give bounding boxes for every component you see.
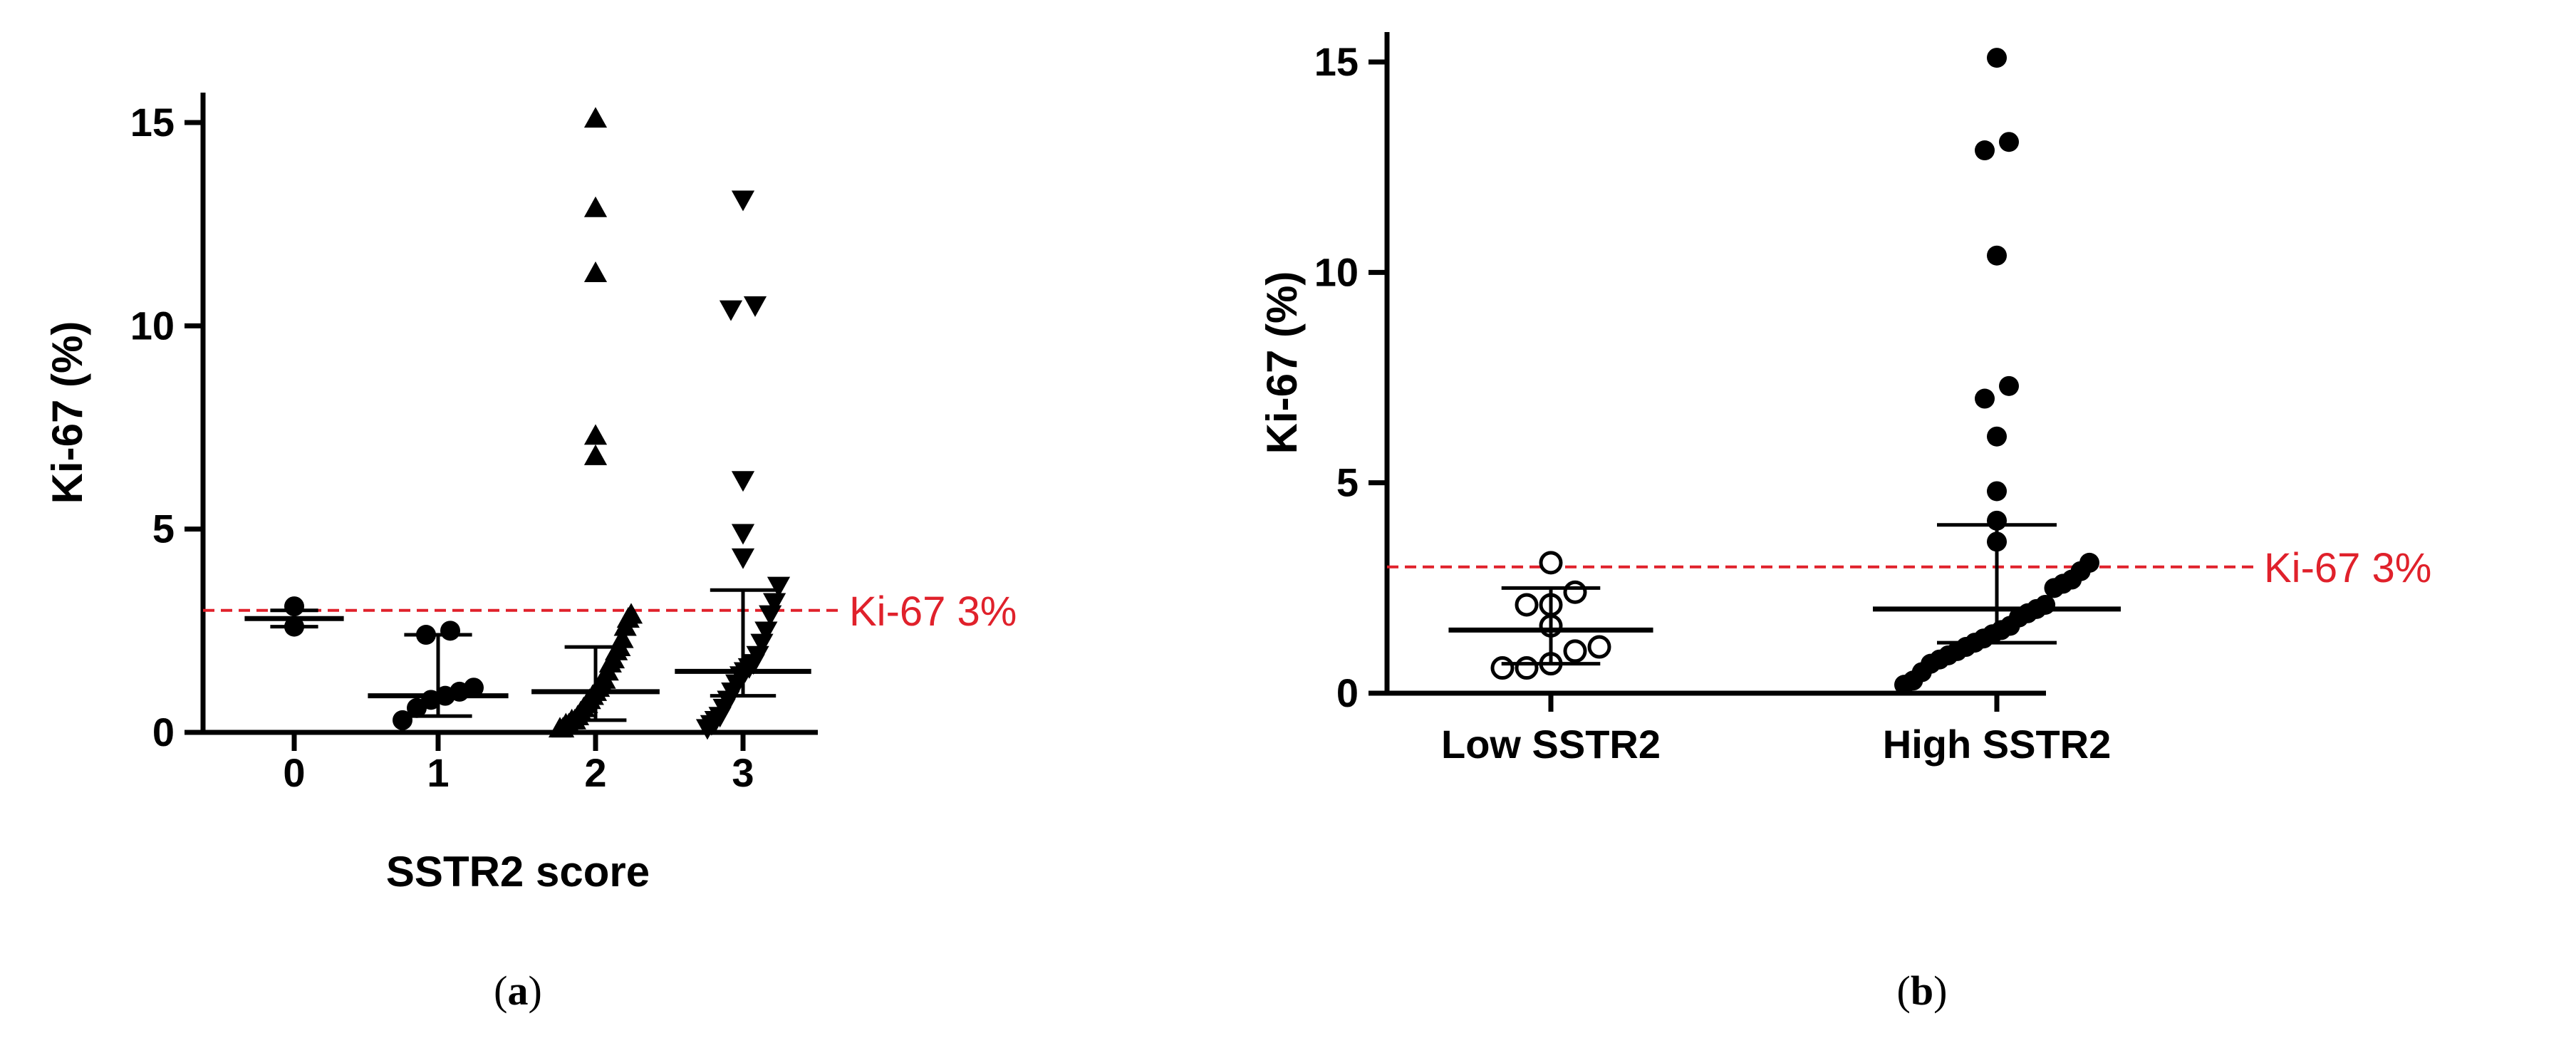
data-point — [1987, 48, 2007, 68]
data-point — [1563, 639, 1587, 663]
x-tick-label: 0 — [283, 750, 305, 795]
data-point — [583, 196, 608, 217]
x-tick-label: 3 — [732, 750, 754, 795]
y-tick-label: 10 — [1314, 249, 1359, 294]
y-tick-label: 5 — [1336, 460, 1359, 505]
y-tick-label: 10 — [130, 303, 175, 348]
y-tick-label: 15 — [1314, 39, 1359, 84]
panel-letter: b — [1911, 967, 1933, 1014]
data-point — [1563, 580, 1587, 604]
data-point — [1515, 656, 1539, 680]
data-point — [767, 576, 791, 598]
x-tick-label: Low SSTR2 — [1441, 722, 1661, 767]
data-point — [743, 296, 767, 317]
x-tick-label: 2 — [584, 750, 606, 795]
data-point — [1975, 388, 1995, 409]
data-point — [2044, 578, 2065, 598]
reference-line-label: Ki-67 3% — [849, 588, 1017, 635]
data-point — [583, 424, 608, 445]
data-point — [1987, 481, 2007, 502]
data-point — [1975, 140, 1995, 161]
data-point — [731, 524, 755, 545]
panel-b: 0 5 10 15 Ki-67 (%) Low SSTR2 High SSTR2 Ki-67 … — [1258, 32, 2431, 1014]
data-point — [393, 710, 412, 730]
data-point — [1539, 551, 1563, 575]
data-point — [754, 621, 778, 643]
y-tick-label: 15 — [130, 100, 175, 145]
data-point — [1894, 675, 1914, 695]
y-tick-label: 0 — [152, 710, 175, 754]
data-point — [1587, 635, 1611, 659]
data-point — [1515, 593, 1539, 617]
data-point — [551, 717, 575, 738]
data-point — [719, 300, 743, 321]
y-tick-label: 5 — [152, 507, 175, 551]
data-point — [759, 605, 782, 626]
series-group — [368, 621, 509, 730]
panel-caption: (a) — [494, 967, 542, 1014]
panel-letter: a — [508, 967, 529, 1014]
data-point — [731, 190, 755, 212]
data-point — [731, 471, 755, 492]
y-tick-label: 0 — [1336, 670, 1359, 715]
x-tick-label: High SSTR2 — [1883, 722, 2111, 767]
series-group — [1448, 551, 1653, 680]
data-point — [1999, 375, 2019, 396]
y-axis-label: Ki-67 (%) — [43, 321, 91, 504]
series-group — [1873, 48, 2121, 695]
data-point — [583, 107, 608, 128]
data-point — [750, 633, 774, 655]
x-axis-label: SSTR2 score — [386, 848, 650, 896]
series-group — [531, 107, 660, 738]
x-tick-label: 1 — [427, 750, 449, 795]
panel-caption: (b) — [1897, 967, 1948, 1014]
data-point — [763, 593, 786, 614]
data-point — [1987, 245, 2007, 266]
data-point — [583, 444, 608, 465]
data-point — [1490, 656, 1515, 680]
series-group — [244, 596, 344, 637]
data-point — [731, 548, 755, 569]
data-point — [440, 621, 460, 641]
data-point — [407, 697, 427, 718]
series-group — [675, 190, 811, 740]
data-point — [613, 615, 637, 636]
data-point — [1999, 132, 2019, 152]
y-axis-label: Ki-67 (%) — [1258, 271, 1306, 455]
reference-line-label: Ki-67 3% — [2264, 545, 2431, 591]
data-point — [583, 261, 608, 283]
data-point — [695, 719, 720, 740]
panel-a: 0 5 10 15 Ki-67 (%) 0 1 2 3 SSTR2 score Ki-67 3% (a… — [43, 93, 1017, 1014]
data-point — [1987, 426, 2007, 447]
